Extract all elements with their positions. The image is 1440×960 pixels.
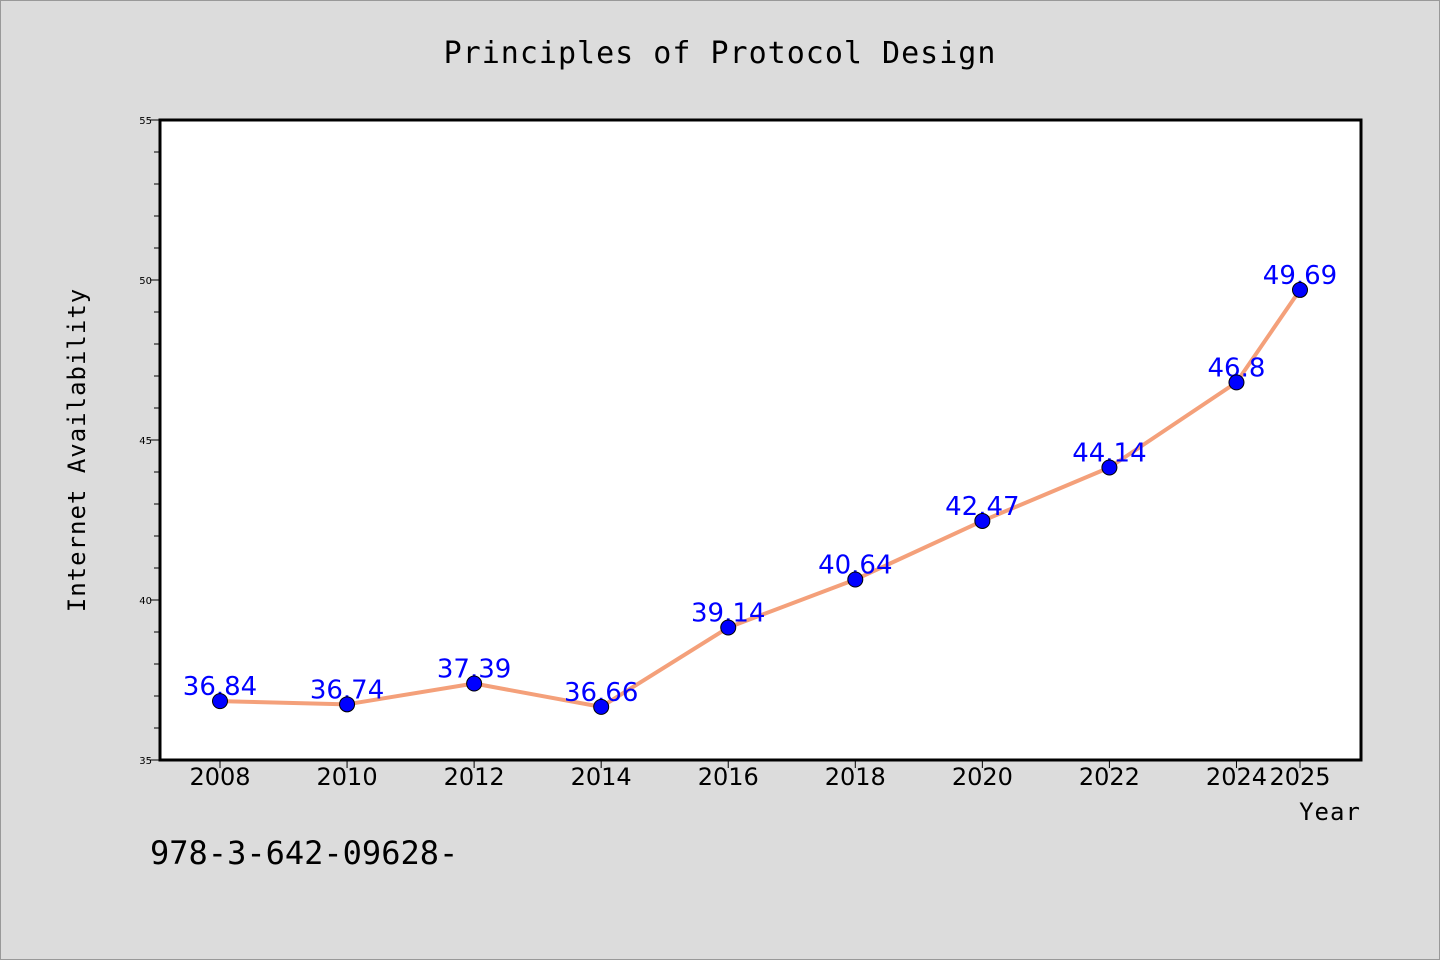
plot-area <box>158 118 1363 762</box>
y-tick-label: 50 <box>139 276 152 287</box>
y-tick-label: 35 <box>139 756 152 767</box>
data-point <box>1292 281 1308 298</box>
x-tick-label: 2022 <box>1079 763 1140 791</box>
y-axis: 35 40 45 50 55 <box>139 116 160 767</box>
data-point <box>847 571 864 588</box>
data-point <box>974 512 991 529</box>
series-line <box>219 288 1302 709</box>
y-axis-label: Internet Availability <box>63 288 91 612</box>
footer-isbn: 978-3-642-09628- <box>150 834 458 872</box>
data-point <box>212 693 228 710</box>
x-tick-label: 2008 <box>189 763 250 791</box>
y-tick-label: 40 <box>139 596 152 607</box>
x-tick-label: 2024 <box>1206 763 1267 791</box>
x-tick-label: 2014 <box>571 763 632 791</box>
data-point <box>1101 459 1118 476</box>
x-axis: 2008 2010 2012 2014 2016 2018 2020 2022 2024 2025 <box>189 760 1331 791</box>
chart-title: Principles of Protocol Design <box>444 36 997 71</box>
y-tick-label: 45 <box>139 436 152 447</box>
series-group: 36.84 36.7437.3936.6639.1440.6442.4744.14… <box>183 261 1337 715</box>
x-tick-label: 2020 <box>952 763 1013 791</box>
x-tick-label: 2010 <box>317 763 378 791</box>
data-point <box>339 696 356 713</box>
x-tick-label: 2025 <box>1269 763 1330 791</box>
data-point <box>593 698 610 715</box>
x-axis-label: Year <box>1299 798 1361 826</box>
data-point <box>1228 374 1245 391</box>
data-point <box>720 619 737 636</box>
x-tick-label: 2016 <box>698 763 759 791</box>
data-point <box>466 675 483 692</box>
y-tick-label: 55 <box>139 116 152 127</box>
x-tick-label: 2018 <box>825 763 886 791</box>
x-tick-label: 2012 <box>444 763 505 791</box>
